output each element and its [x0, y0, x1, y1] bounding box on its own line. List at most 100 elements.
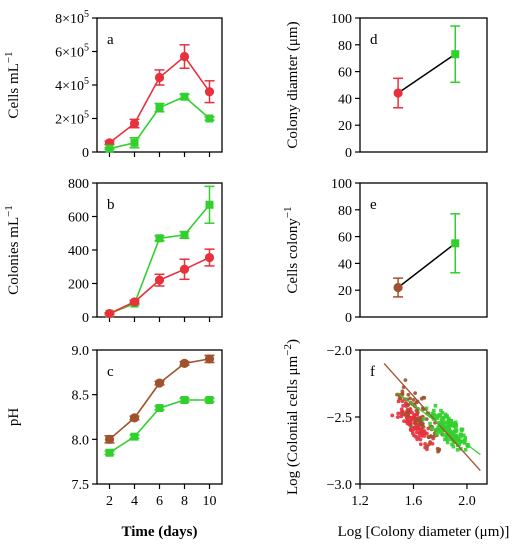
- data-point: [129, 413, 140, 423]
- y-axis-label: Log (Colonial cells μm−2): [282, 339, 301, 495]
- y-axis-label: Cells mL−1: [3, 51, 22, 118]
- scatter-point: [439, 408, 443, 413]
- scatter-point: [435, 416, 440, 420]
- plot-frame: [359, 182, 488, 318]
- scatter-point: [451, 430, 456, 435]
- scatter-point: [429, 426, 434, 431]
- scatter-point: [424, 406, 429, 411]
- y-tick-label: 0: [82, 311, 89, 326]
- data-point: [129, 297, 140, 307]
- scatter-point: [453, 438, 458, 443]
- scatter-point: [425, 447, 429, 452]
- x-axis-label: Time (days): [122, 524, 198, 540]
- scatter-point: [405, 421, 410, 426]
- x-tick-label: 1.2: [351, 494, 369, 509]
- scatter-point: [437, 413, 441, 417]
- scatter-point: [414, 408, 419, 413]
- scatter-point: [428, 434, 433, 439]
- scatter-point: [422, 434, 427, 438]
- scatter-point: [445, 440, 450, 445]
- data-point: [205, 396, 214, 405]
- scatter-point: [440, 410, 445, 415]
- y-tick-label: 60: [338, 66, 352, 81]
- data-point: [105, 144, 114, 153]
- y-tick-label: 20: [338, 119, 352, 134]
- plot-frame: [96, 182, 223, 318]
- scatter-point: [457, 438, 461, 443]
- y-tick-label: 800: [68, 177, 89, 192]
- panel-e: 0 20 40 60 80 100 e Cells colony−1: [282, 177, 488, 326]
- scatter-point: [451, 444, 456, 449]
- scatter-point: [447, 416, 451, 421]
- scatter-point: [428, 440, 433, 444]
- x-tick-label: 1.6: [405, 494, 423, 509]
- y-tick-label: 6×105: [55, 43, 89, 61]
- panel-letter: d: [370, 32, 378, 48]
- scatter-point: [420, 421, 425, 426]
- panel-letter: c: [107, 364, 114, 380]
- scatter-point: [462, 433, 466, 438]
- scatter-point: [419, 432, 424, 437]
- y-tick-label: 0: [345, 311, 352, 326]
- scatter-point: [449, 419, 454, 423]
- scatter-point: [463, 447, 468, 452]
- scatter-point: [433, 403, 438, 408]
- scatter-point: [439, 418, 444, 423]
- scatter-point: [406, 403, 411, 407]
- scatter-point: [438, 421, 442, 425]
- scatter-point: [398, 396, 403, 401]
- data-point: [179, 358, 190, 368]
- scatter-point: [413, 391, 418, 396]
- data-point: [393, 88, 403, 98]
- scatter-point: [449, 423, 454, 427]
- scatter-point: [421, 417, 426, 421]
- scatter-point: [432, 434, 436, 439]
- scatter-point: [441, 422, 445, 426]
- data-point: [205, 114, 214, 123]
- data-point: [204, 252, 215, 263]
- panel-letter: b: [107, 197, 115, 213]
- scatter-point: [445, 422, 450, 427]
- y-tick-label: 80: [338, 204, 352, 219]
- scatter-point: [401, 403, 406, 408]
- scatter-point: [447, 418, 452, 423]
- scatter-point: [455, 448, 460, 452]
- scatter-point: [395, 415, 400, 420]
- scatter-point: [451, 422, 456, 427]
- scatter-point: [453, 420, 458, 425]
- y-tick-label: 8.5: [72, 389, 90, 404]
- scatter-point: [400, 409, 405, 414]
- scatter-point: [400, 399, 405, 404]
- y-tick-label: 40: [338, 257, 352, 272]
- scatter-point: [390, 413, 395, 418]
- data-point: [179, 264, 190, 274]
- scatter-point: [401, 412, 406, 417]
- scatter-point: [396, 411, 401, 416]
- y-tick-label: 80: [338, 39, 352, 54]
- scatter-point: [396, 399, 401, 404]
- y-tick-label: −2.5: [327, 411, 352, 426]
- x-tick-label: 6: [156, 494, 163, 509]
- scatter-point: [441, 433, 446, 437]
- panel-letter: e: [370, 197, 377, 213]
- scatter-point: [459, 427, 464, 432]
- data-point: [155, 234, 164, 243]
- data-point: [154, 378, 165, 388]
- data-point: [179, 51, 190, 62]
- scatter-point: [435, 432, 439, 436]
- scatter-point: [428, 421, 432, 426]
- panel-d: 0 20 40 60 80 100 d Colony diamter (μm): [285, 12, 488, 161]
- panel-letter: a: [107, 32, 114, 48]
- y-tick-label: 0: [345, 146, 352, 161]
- x-tick-label: 4: [131, 494, 138, 509]
- scatter-point: [447, 425, 451, 430]
- data-point: [154, 72, 165, 83]
- x-tick-label: 2: [106, 494, 113, 509]
- y-tick-label: 8.0: [72, 433, 90, 448]
- scatter-point: [413, 420, 418, 425]
- data-point: [104, 434, 115, 444]
- plot-frame: [359, 17, 488, 153]
- data-point: [180, 230, 189, 239]
- data-point: [180, 92, 189, 101]
- scatter-point: [400, 389, 405, 394]
